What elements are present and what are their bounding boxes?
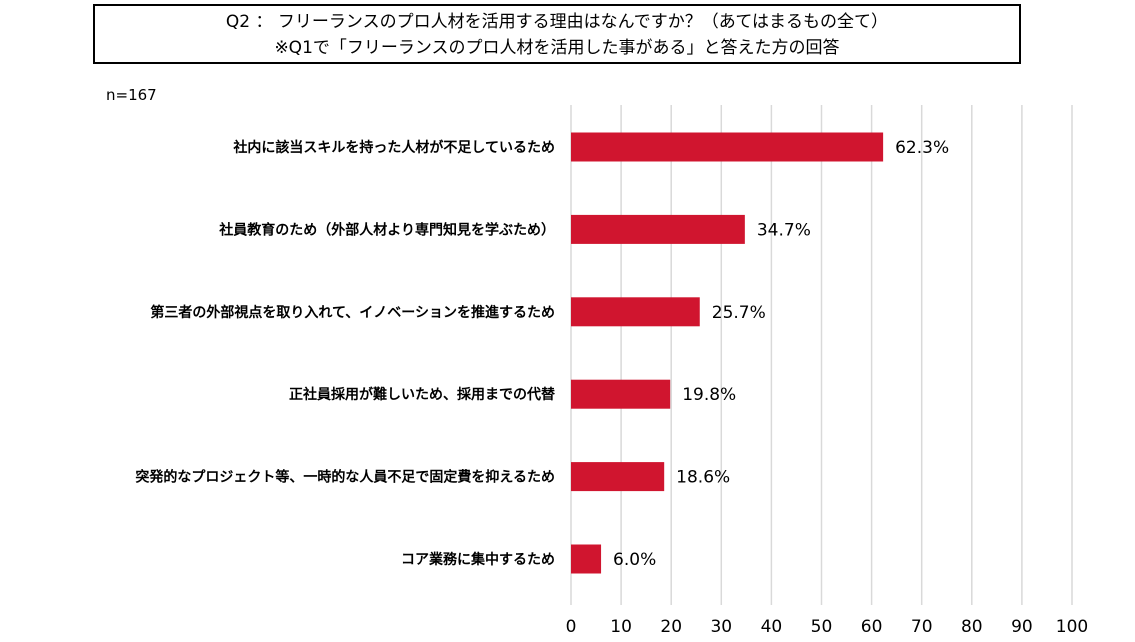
x-tick-label: 60 (861, 617, 883, 637)
x-tick-label: 90 (1011, 617, 1033, 637)
bar (571, 544, 602, 574)
x-axis-ticks: 0 10 20 30 40 50 60 70 80 90 100 (566, 617, 1089, 637)
data-label: 62.3% (895, 138, 949, 158)
data-label: 18.6% (676, 468, 730, 488)
chart-title: Q2 ： フリーランスのプロ人材を活用する理由はなんですか？（あてはまるもの全て… (225, 12, 889, 32)
category-label: 突発的なプロジェクト等、一時的な人員不足で固定費を抑えるため (135, 469, 555, 486)
data-label: 25.7% (712, 303, 766, 323)
x-tick-label: 80 (961, 617, 983, 637)
category-label: 正社員採用が難しいため、採用までの代替 (289, 386, 556, 403)
bar (571, 214, 745, 244)
grid-lines (570, 105, 1073, 605)
data-label: 34.7% (757, 220, 811, 240)
category-label: 社内に該当スキルを持った人材が不足しているため (232, 139, 555, 156)
sample-size-label: n=167 (106, 86, 157, 104)
x-tick-label: 50 (811, 617, 833, 637)
x-tick-label: 20 (660, 617, 682, 637)
category-label: 第三者の外部視点を取り入れて、イノベーションを推進するため (150, 304, 555, 321)
x-tick-label: 100 (1056, 617, 1088, 637)
x-tick-label: 0 (566, 617, 577, 637)
x-tick-label: 40 (761, 617, 783, 637)
category-label: 社員教育のため（外部人材より専門知見を学ぶため） (218, 221, 555, 238)
bar (571, 462, 665, 492)
x-tick-label: 70 (911, 617, 933, 637)
chart-title-box: Q2 ： フリーランスのプロ人材を活用する理由はなんですか？（あてはまるもの全て… (93, 4, 1021, 64)
data-label: 6.0% (613, 550, 656, 570)
x-tick-label: 30 (710, 617, 732, 637)
bar (571, 297, 700, 327)
bar (571, 132, 884, 162)
data-label: 19.8% (682, 385, 736, 405)
labels: 社内に該当スキルを持った人材が不足しているため 62.3% 社員教育のため（外部人材… (135, 138, 949, 570)
chart-subtitle: ※Q1で「フリーランスのプロ人材を活用した事がある」と答えた方の回答 (274, 38, 840, 58)
bar (571, 379, 671, 409)
x-tick-label: 10 (610, 617, 632, 637)
bars (571, 132, 884, 574)
category-label: コア業務に集中するため (401, 551, 555, 568)
